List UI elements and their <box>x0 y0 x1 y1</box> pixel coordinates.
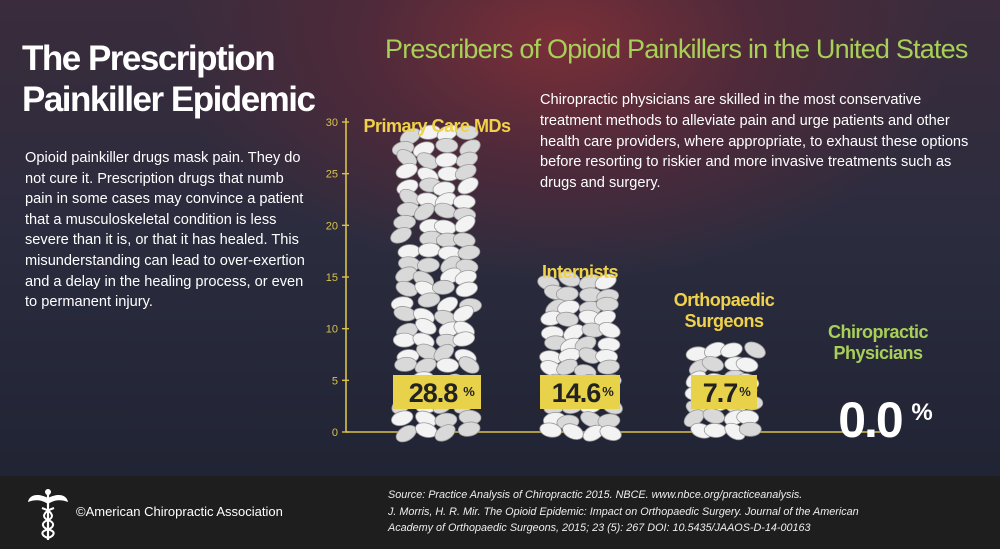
pill <box>416 152 439 170</box>
value-label-box <box>393 375 481 409</box>
pill <box>597 359 620 375</box>
y-tick-label: 15 <box>326 272 338 284</box>
pill <box>452 194 476 210</box>
value-unit: % <box>602 384 614 399</box>
pill <box>391 410 414 427</box>
pill <box>436 296 459 314</box>
pill <box>599 425 622 441</box>
y-tick-label: 25 <box>326 169 338 181</box>
pill <box>556 358 578 376</box>
pill <box>395 280 418 297</box>
y-tick-label: 30 <box>326 117 338 129</box>
pill <box>395 266 417 283</box>
source-line-1: Source: Practice Analysis of Chiropracti… <box>388 489 803 501</box>
source-citation: Source: Practice Analysis of Chiropracti… <box>388 487 988 537</box>
page-title: The Prescription Painkiller Epidemic <box>22 38 322 120</box>
pill <box>556 311 579 327</box>
bar-2 <box>537 270 623 442</box>
category-label: Surgeons <box>684 311 764 331</box>
category-label: Internists <box>542 262 619 282</box>
pill <box>434 424 456 442</box>
pill <box>595 296 619 312</box>
pill <box>396 149 418 167</box>
pill <box>416 257 440 273</box>
pill <box>457 421 481 437</box>
pill <box>455 281 478 298</box>
pill <box>415 318 437 335</box>
y-tick-label: 20 <box>326 220 338 232</box>
pill <box>392 332 416 348</box>
pill <box>539 422 562 438</box>
pill <box>417 242 441 258</box>
y-tick-label: 0 <box>332 427 338 439</box>
pill <box>594 273 617 290</box>
title-line-1: The Prescription <box>22 39 276 78</box>
y-tick-label: 5 <box>332 375 338 387</box>
value-unit: % <box>463 384 475 399</box>
pill <box>394 356 417 372</box>
pill <box>744 341 766 359</box>
pill <box>413 202 435 221</box>
pill <box>417 292 441 308</box>
chiropractic-note: Chiropractic physicians are skilled in t… <box>540 92 969 192</box>
value-label-box <box>540 375 620 409</box>
value-label: 28.8 <box>409 378 459 408</box>
value-unit: % <box>739 384 751 399</box>
value-label: 7.7 <box>703 378 738 408</box>
pill <box>457 177 479 195</box>
category-label: Chiropractic <box>828 322 929 342</box>
pill <box>452 331 476 347</box>
pill <box>436 357 459 373</box>
value-unit: % <box>911 399 932 426</box>
copyright-text: ©American Chiropractic Association <box>76 504 283 519</box>
pill <box>435 152 458 168</box>
footer-bar <box>0 476 1000 549</box>
pill <box>452 305 474 323</box>
pill <box>455 125 479 140</box>
opioid-prescriber-chart: 0 5 10 15 20 25 30 Primary Care MDs 28.8 % Interni… <box>325 116 932 448</box>
y-tick-label: 10 <box>326 324 338 336</box>
caduceus-logo-icon <box>28 489 68 540</box>
chart-heading: Prescribers of Opioid Painkillers in the… <box>385 34 968 64</box>
category-label: Primary Care MDs <box>363 116 511 136</box>
value-label: 14.6 <box>552 378 602 408</box>
pill <box>390 227 412 244</box>
value-label: 0.0 <box>838 392 902 448</box>
pill <box>735 357 759 373</box>
pill <box>432 279 455 295</box>
pill <box>738 421 762 437</box>
value-label-box <box>691 375 757 409</box>
source-line-2: J. Morris, H. R. Mir. The Opioid Epidemi… <box>388 505 859 518</box>
category-label: Orthopaedic <box>674 290 775 310</box>
pill <box>458 356 480 374</box>
category-label: Physicians <box>833 343 923 363</box>
pill <box>435 138 459 153</box>
pill <box>701 356 724 372</box>
pill <box>454 215 476 233</box>
lead-paragraph: Opioid painkiller drugs mask pain. They … <box>25 150 305 311</box>
pill <box>395 162 418 179</box>
pill <box>598 322 621 339</box>
source-line-3: Academy of Orthopaedic Surgeons, 2015; 2… <box>388 522 811 534</box>
title-line-2: Painkiller Epidemic <box>22 80 316 119</box>
